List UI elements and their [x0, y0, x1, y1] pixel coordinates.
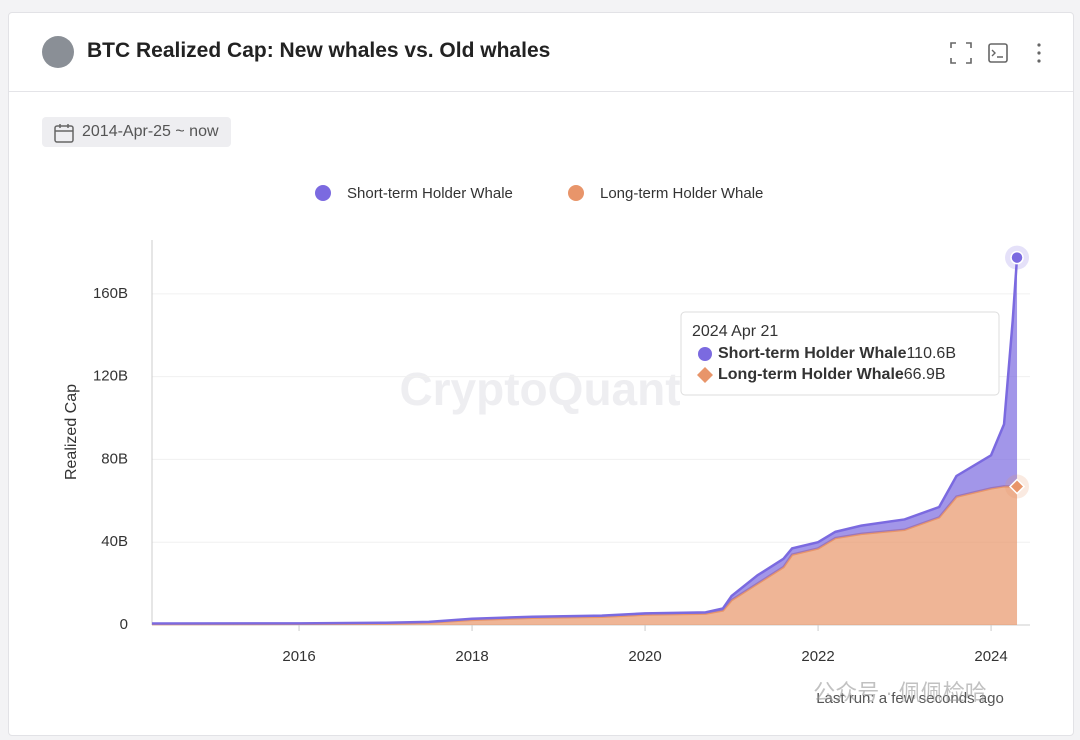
- tooltip-name: Long-term Holder Whale: [718, 366, 904, 383]
- x-tick-label: 2024: [974, 648, 1007, 665]
- avatar: [42, 36, 74, 68]
- last-run: Last run: a few seconds ago: [816, 690, 1004, 707]
- end-marker: [1008, 478, 1026, 495]
- overlay-watermark: 公众号 · 佩佩检哈: [813, 680, 987, 705]
- y-tick-label: 0: [120, 616, 128, 633]
- header-icons[interactable]: [949, 41, 1049, 65]
- tooltip-name: Short-term Holder Whale: [718, 345, 907, 362]
- widget-title: BTC Realized Cap: New whales vs. Old wha…: [87, 39, 551, 62]
- y-tick-label: 120B: [93, 368, 128, 385]
- x-tick-label: 2018: [455, 648, 488, 665]
- legend-swatch: [315, 185, 331, 201]
- tooltip-value: 66.9B: [904, 366, 946, 383]
- x-tick-label: 2020: [628, 648, 661, 665]
- y-tick-label: 40B: [101, 533, 128, 550]
- legend-label[interactable]: Short-term Holder Whale: [347, 185, 513, 202]
- tooltip-swatch: [698, 347, 712, 361]
- legend-label[interactable]: Long-term Holder Whale: [600, 185, 763, 202]
- tooltip-swatch: [697, 367, 713, 383]
- end-marker: [1010, 250, 1024, 265]
- area-fill: [152, 486, 1018, 625]
- tooltip: 2024 Apr 21 Short-term Holder Whale110.6B…: [680, 311, 1000, 396]
- series-line: [151, 257, 1019, 625]
- y-axis-label: Realized Cap: [63, 384, 80, 480]
- watermark: CryptoQuant: [399, 363, 680, 415]
- date-range: 2014-Apr-25 ~ now: [82, 123, 219, 140]
- tooltip-box: [680, 311, 1000, 396]
- tooltip-item: Long-term Holder Whale66.9B: [718, 366, 946, 383]
- y-tick-label: 160B: [93, 285, 128, 302]
- y-tick-label: 80B: [101, 450, 128, 467]
- date-filter[interactable]: 2014-Apr-25 ~ now: [42, 117, 231, 147]
- legend-swatch: [568, 185, 584, 201]
- widget-header: BTC Realized Cap: New whales vs. Old wha…: [9, 13, 1073, 92]
- x-tick-label: 2022: [801, 648, 834, 665]
- tooltip-value: 110.6B: [906, 345, 956, 362]
- x-tick-label: 2016: [282, 648, 315, 665]
- tooltip-item: Short-term Holder Whale110.6B: [718, 345, 956, 362]
- tooltip-date: 2024 Apr 21: [692, 323, 778, 340]
